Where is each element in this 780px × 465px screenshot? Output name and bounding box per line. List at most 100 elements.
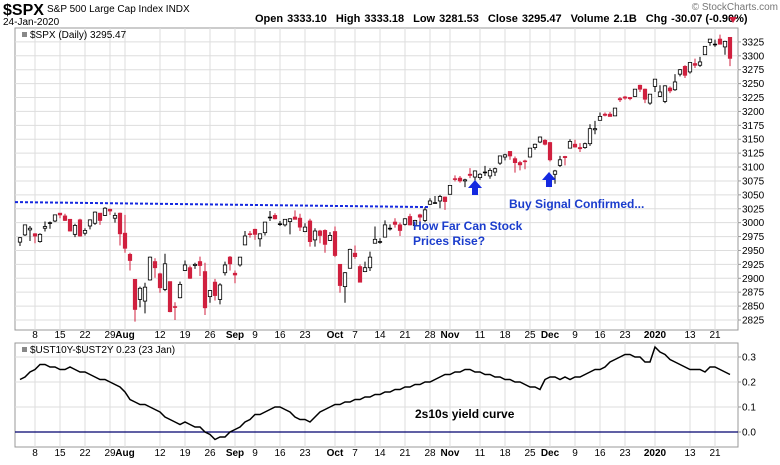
candle-body: [222, 264, 228, 274]
plot: 8 15 22 29 Aug 12 19 26 Sep 9 16 23 Oct 7 14 21 28 Nov 11 1…: [14, 27, 765, 459]
candle-body: [62, 215, 68, 221]
stat-value: 3295.47: [522, 13, 562, 25]
candle-body: [647, 93, 653, 104]
candle-body: [152, 261, 158, 269]
resistance-line: [14, 201, 431, 209]
candle-body: [292, 216, 298, 220]
y-tick-label: 2925: [742, 260, 765, 271]
y-tick-label: 2850: [742, 302, 765, 313]
candle-body: [57, 212, 63, 216]
y-tick-label: 3100: [742, 163, 765, 174]
candle-body: [642, 88, 648, 100]
x-tick-label: 13: [684, 448, 696, 459]
y-tick-label: 2825: [742, 315, 765, 326]
legend-icon: [22, 347, 27, 352]
candle-body: [532, 143, 538, 148]
candle-body: [447, 184, 453, 195]
candle-body: [492, 168, 498, 173]
candle-body: [37, 233, 43, 242]
x-tick-label: 23: [619, 448, 631, 459]
candle-body: [227, 256, 233, 265]
y-tick-label: 3125: [742, 149, 765, 160]
x-tick-label: 21: [709, 330, 721, 341]
arrow: [542, 172, 556, 187]
y-tick-label: 2900: [742, 274, 765, 285]
x-tick-label: 22: [79, 330, 91, 341]
candle-body: [662, 85, 668, 102]
x-tick-label: 9: [572, 330, 578, 341]
stats: Open 3333.10 High 3333.18 Low 3281.53 Close 329…: [255, 13, 748, 25]
candle-body: [192, 263, 198, 266]
x-tick-label: 2020: [644, 448, 667, 459]
x-tick-label: 26: [204, 330, 216, 341]
x-tick-label: 12: [154, 448, 166, 459]
candle-body: [277, 223, 283, 225]
candle-body: [392, 221, 398, 225]
y-tick-label: 3175: [742, 121, 765, 132]
candle-body: [542, 139, 548, 145]
candle-body: [617, 98, 623, 101]
candle-body: [77, 219, 83, 237]
candle-body: [342, 272, 348, 288]
x-tick-label: Nov: [441, 448, 460, 459]
candle-body: [337, 263, 343, 286]
candle-body: [522, 160, 528, 163]
x-tick-label: 14: [374, 448, 386, 459]
y-tick-label: 3300: [742, 51, 765, 62]
candle-body: [397, 224, 403, 231]
candle-body: [612, 107, 618, 117]
candle-body: [417, 214, 423, 218]
candle-body: [247, 233, 253, 235]
candle-body: [42, 226, 48, 229]
candle-body: [727, 36, 733, 59]
x-tick-label: 16: [274, 330, 286, 341]
x-tick-label: 16: [594, 330, 606, 341]
candle-body: [587, 128, 593, 145]
x-tick-label: 28: [424, 448, 436, 459]
x-tick-label: 18: [499, 448, 511, 459]
index-name: S&P 500 Large Cap Index INDX: [47, 4, 190, 15]
candle-body: [282, 218, 288, 226]
candle-body: [507, 151, 513, 157]
stat-value: 3333.18: [364, 13, 404, 25]
stat-value: -30.07 (-0.90%): [671, 13, 748, 25]
candle-body: [177, 283, 183, 299]
y-tick-label: 3250: [742, 79, 765, 90]
candle-body: [132, 278, 138, 310]
candle-body: [107, 208, 113, 212]
candle-body: [362, 267, 368, 273]
x-tick-label: 9: [252, 330, 258, 341]
candle-body: [677, 69, 683, 75]
candle-body: [472, 170, 478, 178]
candle-body: [187, 267, 193, 279]
candle-body: [517, 162, 523, 166]
x-tick-label: 15: [54, 330, 66, 341]
x-tick-label: 12: [154, 330, 166, 341]
candle-body: [432, 202, 438, 204]
candle-body: [367, 256, 373, 269]
candle-body: [377, 241, 383, 243]
x-tick-label: Aug: [115, 448, 134, 459]
candle-body: [557, 159, 563, 166]
candle-body: [182, 264, 188, 271]
x-tick-label: Nov: [441, 330, 460, 341]
candle-body: [717, 38, 723, 45]
panel-frame: [14, 27, 739, 331]
stat-value: 2.1B: [614, 13, 637, 25]
candle-body: [212, 281, 218, 296]
candle-body: [217, 284, 223, 300]
candle-body: [287, 218, 293, 222]
candle-body: [327, 235, 333, 241]
candle-body: [122, 232, 128, 249]
candle-body: [722, 40, 728, 48]
candle-body: [687, 62, 693, 73]
candle-body: [312, 230, 318, 241]
arrow: [468, 180, 482, 195]
candle-body: [112, 215, 118, 219]
candle-body: [202, 271, 208, 309]
candle-body: [572, 143, 578, 148]
candle-body: [237, 256, 243, 266]
candle-body: [692, 63, 698, 66]
candle-body: [317, 230, 323, 236]
candle-body: [597, 116, 603, 121]
